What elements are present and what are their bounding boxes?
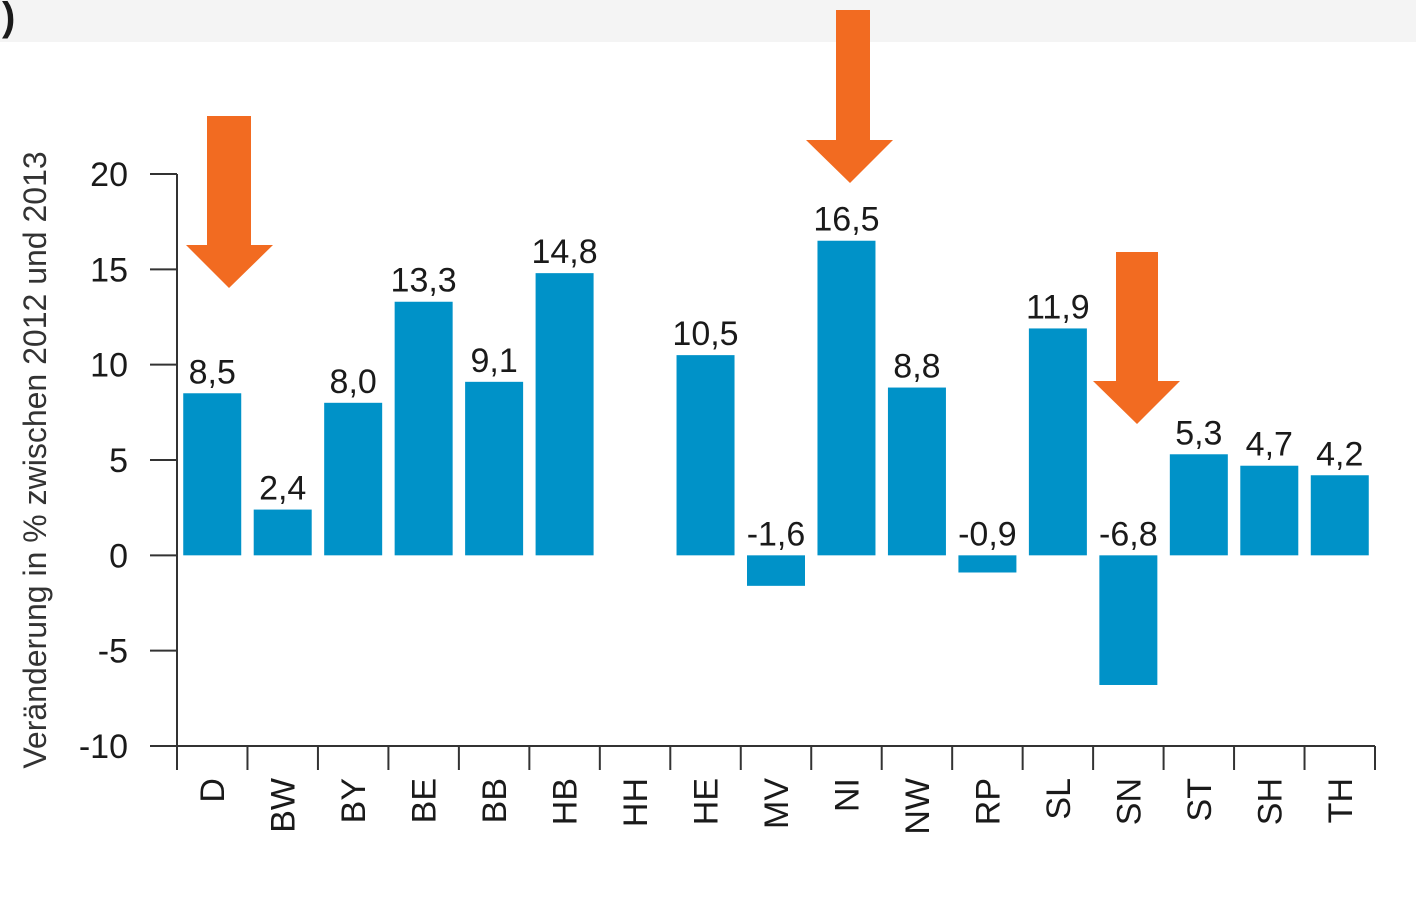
x-tick-label: HH bbox=[617, 778, 655, 827]
x-tick-label: HE bbox=[688, 778, 726, 825]
value-label: 10,5 bbox=[672, 315, 738, 353]
x-tick-label: HB bbox=[547, 778, 585, 825]
value-label: -0,9 bbox=[958, 515, 1017, 553]
value-label: 14,8 bbox=[531, 233, 597, 271]
y-tick-label: 5 bbox=[109, 442, 128, 480]
bar bbox=[817, 240, 876, 556]
y-tick-label: -5 bbox=[98, 633, 128, 671]
x-tick-label: NW bbox=[899, 778, 937, 835]
bar bbox=[1028, 328, 1087, 556]
x-tick-label: SL bbox=[1040, 778, 1078, 820]
bar bbox=[1099, 555, 1158, 685]
value-label: 8,8 bbox=[893, 348, 940, 386]
bar bbox=[1240, 465, 1299, 556]
x-tick-label: D bbox=[194, 778, 232, 803]
arrow bbox=[1093, 252, 1180, 424]
x-tick-label: BY bbox=[335, 778, 373, 823]
y-tick-label: 10 bbox=[90, 347, 128, 385]
header-fragment: ) bbox=[2, 0, 15, 39]
x-tick-label: MV bbox=[758, 778, 796, 829]
value-label: 9,1 bbox=[470, 342, 517, 380]
bar bbox=[324, 402, 383, 556]
value-label: -6,8 bbox=[1099, 515, 1158, 553]
value-label: 4,2 bbox=[1316, 435, 1363, 473]
x-tick-label: SH bbox=[1251, 778, 1289, 825]
x-tick-label: ST bbox=[1181, 778, 1219, 821]
value-label: 8,0 bbox=[330, 363, 377, 401]
bar bbox=[887, 387, 946, 556]
y-tick-label: 20 bbox=[90, 156, 128, 194]
header-band bbox=[0, 0, 1416, 42]
bar bbox=[747, 555, 805, 586]
x-tick-label: RP bbox=[969, 778, 1007, 825]
value-label: 2,4 bbox=[259, 470, 306, 508]
value-label: 4,7 bbox=[1246, 426, 1293, 464]
x-tick-label: NI bbox=[828, 778, 866, 812]
x-tick-label: BB bbox=[476, 778, 514, 823]
bar bbox=[676, 355, 735, 556]
value-label: 5,3 bbox=[1175, 414, 1222, 452]
bar bbox=[1310, 475, 1369, 556]
x-tick-label: BE bbox=[406, 778, 444, 823]
arrow bbox=[806, 10, 893, 183]
value-label: 16,5 bbox=[813, 201, 879, 239]
y-axis-label: Veränderung in % zwischen 2012 und 2013 bbox=[17, 151, 53, 768]
y-tick-label: 15 bbox=[90, 251, 128, 289]
y-tick-label: -10 bbox=[79, 728, 128, 766]
annotation-arrows bbox=[186, 10, 1180, 424]
bar bbox=[958, 555, 1017, 573]
value-label: 13,3 bbox=[391, 262, 457, 300]
bar bbox=[183, 393, 242, 556]
value-label: 11,9 bbox=[1026, 288, 1090, 326]
value-label: -1,6 bbox=[747, 515, 806, 553]
value-label: 8,5 bbox=[189, 353, 236, 391]
x-tick-label: SN bbox=[1110, 778, 1148, 825]
bar bbox=[465, 381, 524, 556]
bar bbox=[535, 273, 594, 556]
x-tick-label: BW bbox=[265, 778, 303, 833]
arrow bbox=[186, 116, 273, 288]
bar bbox=[1169, 454, 1228, 556]
x-tick-label: TH bbox=[1322, 778, 1360, 823]
bar bbox=[394, 301, 453, 556]
y-tick-label: 0 bbox=[109, 537, 128, 575]
bar bbox=[253, 509, 312, 556]
